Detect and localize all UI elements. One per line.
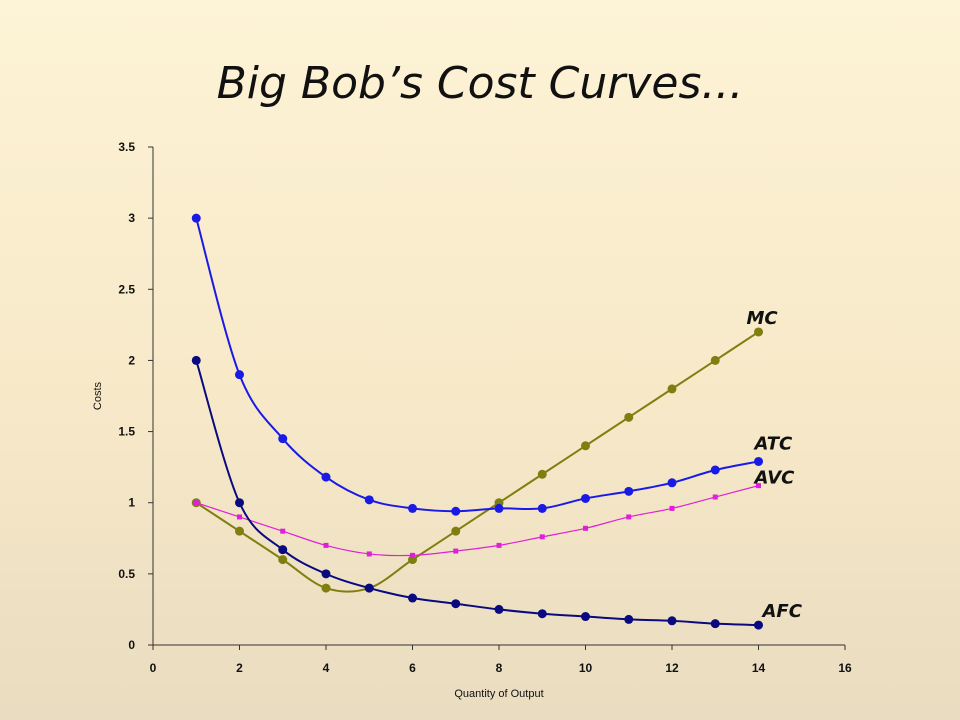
avc-data-point [626,514,632,520]
atc-data-point [321,472,331,482]
afc-data-point [667,616,677,626]
atc-data-point [581,493,590,503]
x-tick-label: 0 [150,661,157,675]
avc-data-point [410,552,415,558]
y-tick-label: 2.5 [118,282,135,296]
afc-data-point [710,619,720,629]
mc-data-point [278,555,288,565]
x-tick-label: 8 [496,661,503,675]
afc-data-point [451,599,461,609]
afc-data-point [321,569,331,579]
mc-data-point [451,526,461,536]
x-tick-label: 10 [579,661,593,675]
x-tick-label: 16 [838,661,852,675]
afc-data-point [624,614,634,624]
mc-data-point [754,327,763,337]
y-tick-label: 3 [128,211,135,225]
atc-data-point [278,434,288,444]
afc-data-point [408,593,417,603]
mc-data-point [235,526,244,536]
atc-data-point [235,370,244,380]
atc-data-point [408,503,417,513]
atc-data-point [624,486,634,496]
avc-data-point [583,525,588,531]
mc-curve-label: MC [747,308,779,329]
afc-data-point [581,612,590,622]
atc-curve-label: ATC [753,433,793,454]
y-tick-label: 1 [128,496,135,510]
avc-data-point [539,534,545,540]
avc-data-point [712,494,718,500]
atc-series-line [195,217,759,513]
atc-data-point [667,478,677,488]
avc-curve-label: AVC [753,468,796,489]
atc-data-point [451,506,461,516]
afc-series-line [195,360,759,627]
y-tick-label: 3.5 [118,140,135,154]
mc-data-point [537,469,547,479]
afc-data-point [364,583,374,593]
avc-data-point [323,542,329,548]
atc-data-point [754,456,763,466]
avc-series-line [196,485,759,557]
afc-data-point [494,604,504,614]
y-axis-label: Costs [92,381,104,410]
avc-data-point [496,542,502,548]
afc-curve-label: AFC [761,601,803,622]
avc-data-point [756,483,761,489]
y-tick-label: 1.5 [118,425,135,439]
afc-data-point [754,620,763,630]
atc-data-point [191,213,201,223]
atc-data-point [710,465,720,475]
x-tick-label: 14 [752,661,766,675]
x-tick-label: 4 [323,661,330,675]
avc-data-point [669,505,675,511]
atc-data-point [364,495,374,505]
mc-data-point [581,441,590,451]
mc-data-point [667,384,677,394]
x-tick-label: 6 [409,661,416,675]
avc-data-point [280,528,286,534]
atc-data-point [494,503,504,513]
mc-data-point [710,355,720,365]
mc-data-point [624,412,634,422]
page-title: Big Bob’s Cost Curves... [216,58,744,109]
y-tick-label: 2 [128,353,135,367]
afc-data-point [537,609,547,619]
avc-data-point [453,548,459,554]
atc-data-point [537,503,547,513]
mc-data-point [321,583,331,593]
afc-data-point [191,355,201,365]
afc-data-point [235,498,244,508]
avc-data-point [193,500,199,506]
x-tick-label: 12 [665,661,679,675]
y-tick-label: 0.5 [118,567,135,581]
avc-data-point [366,551,372,557]
avc-data-point [237,514,242,520]
y-tick-label: 0 [128,638,135,652]
x-axis-label: Quantity of Output [454,688,543,700]
afc-data-point [278,545,288,555]
x-tick-label: 2 [236,661,243,675]
